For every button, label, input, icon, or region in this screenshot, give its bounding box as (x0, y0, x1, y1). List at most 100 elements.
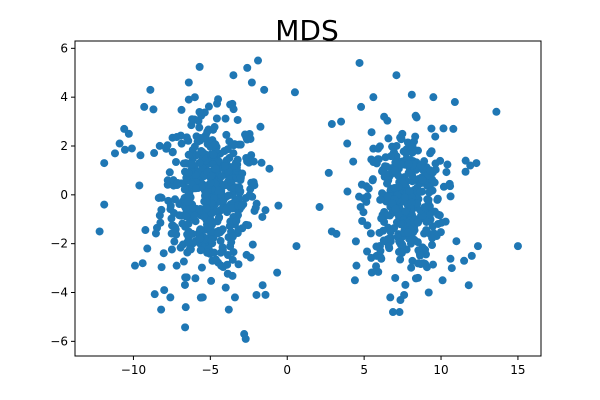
data-point (236, 173, 245, 182)
data-point (436, 156, 445, 165)
data-point (229, 105, 238, 114)
data-point (428, 234, 437, 243)
data-point (127, 144, 136, 153)
data-point (292, 242, 301, 251)
data-point (254, 56, 263, 65)
data-point (221, 283, 230, 292)
data-point (367, 128, 376, 137)
data-point (229, 71, 238, 80)
data-point (337, 117, 346, 126)
data-point (228, 204, 237, 213)
data-point (401, 207, 410, 216)
data-point (379, 236, 388, 245)
data-point (171, 195, 180, 204)
x-tick-label: 15 (510, 363, 525, 377)
data-point (466, 161, 475, 170)
data-point (184, 150, 193, 159)
data-point (178, 219, 187, 228)
data-point (167, 229, 176, 238)
data-point (343, 187, 352, 196)
data-point (273, 268, 282, 277)
data-point (428, 241, 437, 250)
data-point (219, 263, 228, 272)
data-point (391, 273, 400, 282)
data-point (460, 256, 469, 265)
data-point (414, 259, 423, 268)
data-point (184, 169, 193, 177)
x-tick-label: −10 (121, 363, 146, 377)
data-point (179, 257, 188, 266)
data-point (221, 114, 230, 123)
data-point (388, 308, 397, 317)
data-point (167, 214, 176, 223)
data-point (395, 308, 404, 317)
data-point (138, 259, 147, 268)
data-point (224, 191, 233, 200)
data-point (206, 178, 215, 187)
data-point (187, 121, 196, 130)
data-point (411, 132, 420, 141)
data-point (224, 305, 233, 314)
data-point (392, 71, 401, 80)
data-point (513, 242, 522, 251)
data-point (351, 237, 360, 246)
data-point (177, 139, 186, 148)
data-point (228, 255, 237, 264)
data-point (247, 78, 256, 87)
data-point (383, 179, 392, 188)
data-point (384, 242, 393, 251)
data-point (237, 202, 246, 211)
data-point (181, 303, 190, 312)
data-point (180, 185, 189, 194)
data-point (473, 242, 482, 251)
data-point (228, 271, 237, 280)
data-points (95, 56, 522, 343)
data-point (165, 168, 174, 177)
data-point (431, 132, 440, 141)
data-point (258, 212, 267, 221)
data-point (372, 262, 381, 271)
data-point (396, 255, 405, 264)
data-point (195, 234, 204, 243)
data-point (219, 196, 228, 205)
data-point (424, 288, 433, 297)
data-point (190, 211, 199, 220)
data-point (242, 250, 251, 259)
data-point (472, 159, 481, 168)
data-point (416, 187, 425, 196)
data-point (467, 251, 476, 260)
data-point (414, 218, 423, 227)
data-point (190, 93, 199, 102)
data-point (251, 203, 260, 212)
data-point (156, 218, 165, 227)
data-point (397, 248, 406, 257)
data-point (405, 187, 414, 196)
data-point (425, 210, 434, 219)
plot-frame (74, 40, 542, 357)
data-point (160, 286, 169, 295)
data-point (407, 90, 416, 99)
data-point (228, 232, 237, 241)
data-point (248, 240, 257, 249)
data-point (166, 201, 175, 210)
data-point (372, 159, 381, 168)
data-point (352, 261, 361, 270)
data-point (115, 139, 124, 148)
data-point (209, 150, 218, 159)
data-point (229, 149, 238, 158)
data-point (358, 217, 367, 225)
data-point (198, 147, 207, 156)
data-point (196, 225, 205, 234)
data-point (207, 235, 216, 244)
data-point (195, 108, 204, 116)
data-point (210, 123, 219, 132)
data-point (163, 176, 172, 185)
data-point (260, 85, 269, 94)
x-tick-label: 10 (433, 363, 448, 377)
data-point (425, 166, 434, 175)
data-point (412, 113, 421, 122)
data-point (204, 102, 213, 111)
data-point (163, 141, 172, 150)
data-point (243, 135, 252, 144)
data-point (171, 223, 180, 232)
